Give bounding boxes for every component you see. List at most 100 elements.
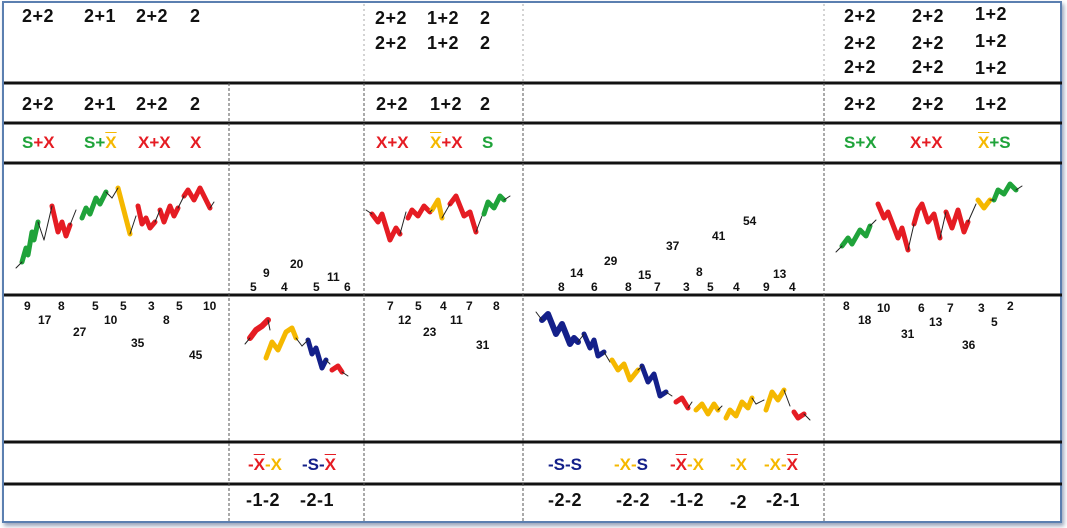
header-value: 1+2: [427, 33, 460, 53]
bottom-value: -1-2: [246, 490, 281, 510]
wave-segment-red: [329, 363, 345, 375]
wave-count: 3: [978, 301, 985, 315]
header-value: 2+2: [22, 6, 55, 26]
wave-segment-red: [405, 203, 433, 221]
connector-line: [154, 209, 161, 223]
connector-line: [503, 195, 511, 201]
connector-line: [15, 261, 23, 269]
connector-line: [209, 201, 215, 209]
wave-count: 37: [666, 239, 680, 253]
label-part: -X: [687, 455, 705, 474]
wave-segment-yellow: [763, 387, 787, 413]
label-part: +X: [441, 133, 463, 152]
row2-value: 1+2: [975, 94, 1008, 114]
wave-segment-red: [181, 185, 213, 211]
wave-count: 8: [558, 280, 565, 294]
connector-line: [1015, 185, 1023, 191]
pattern-label: X+X: [910, 133, 943, 153]
wave-segment-red: [875, 201, 911, 253]
wave-count: 4: [733, 280, 740, 294]
pattern-label: -X-X: [248, 455, 282, 475]
wave-segment-green: [991, 181, 1019, 203]
label-part: X: [675, 455, 688, 474]
wave-segment-yellow: [115, 185, 133, 237]
wave-segment-red: [791, 409, 807, 421]
label-part: -X: [730, 455, 747, 474]
label-part: -: [670, 455, 676, 474]
pattern-label: -X: [730, 455, 747, 475]
label-part: X: [105, 133, 117, 152]
wave-segment-green: [839, 223, 873, 249]
bottom-value: -2-1: [766, 490, 801, 510]
wave-segment-green: [481, 193, 507, 217]
header-value: 2+1: [84, 6, 117, 26]
connector-line: [665, 391, 673, 397]
header-value: 2+2: [375, 33, 408, 53]
wave-count: 45: [189, 348, 203, 362]
pattern-label: X+X: [138, 133, 171, 153]
connector-line: [105, 191, 113, 199]
row2-value: 2+2: [912, 94, 945, 114]
row2-value: 2+2: [844, 94, 877, 114]
label-part: X: [786, 455, 799, 474]
connector-line: [429, 209, 433, 213]
wave-count: 12: [398, 313, 412, 327]
label-part: +X: [33, 133, 55, 152]
connector-line: [637, 365, 643, 371]
label-part: -S-: [302, 455, 325, 474]
label-part: X+X: [910, 133, 943, 152]
header-value: 2+2: [912, 33, 945, 53]
pattern-label: S+X: [844, 133, 877, 153]
row2-value: 2: [190, 94, 201, 114]
bottom-value: -2-2: [616, 490, 651, 510]
wave-segment-yellow: [429, 197, 445, 221]
header-value: 1+2: [975, 31, 1008, 51]
pattern-label: S+X: [84, 133, 117, 153]
wave-segment-red: [49, 203, 73, 239]
wave-count: 10: [877, 301, 891, 315]
connector-line: [69, 209, 77, 226]
pattern-label: X+S: [978, 133, 1011, 153]
pattern-label: X+X: [430, 133, 463, 153]
label-part: X: [430, 133, 442, 152]
header-value: 1+2: [427, 8, 460, 28]
wave-count: 13: [929, 315, 943, 329]
wave-segment-navy: [539, 311, 581, 347]
wave-count: 4: [789, 280, 796, 294]
connector-line: [43, 205, 53, 241]
header-value: 2: [190, 6, 201, 26]
horizontal-rules: [4, 81, 1062, 486]
header-value: 2+2: [912, 6, 945, 26]
wave-count: 9: [763, 280, 770, 294]
connector-line: [535, 311, 543, 321]
pattern-label: -X-S: [614, 455, 648, 475]
wave-segment-red: [247, 317, 271, 341]
connector-line: [907, 223, 915, 251]
wave-count: 18: [858, 313, 872, 327]
connector-line: [177, 195, 185, 209]
connector-line: [399, 211, 407, 235]
wave-segment-yellow: [263, 325, 299, 361]
wave-count: 7: [466, 299, 473, 313]
wave-segment-navy: [581, 331, 607, 359]
connector-line: [129, 215, 137, 235]
header-value: 2+2: [844, 57, 877, 77]
wave-count: 17: [38, 313, 52, 327]
label-part: S+: [84, 133, 106, 152]
wave-segment-green: [79, 189, 109, 221]
row2-value: 2+2: [136, 94, 169, 114]
label-part: -X-: [764, 455, 787, 474]
wave-segment-red: [943, 207, 971, 235]
wave-count: 2: [1007, 299, 1014, 313]
pattern-label: -X-X: [670, 455, 704, 475]
wave-count: 8: [843, 299, 850, 313]
wave-count: 3: [148, 299, 155, 313]
label-part: X: [978, 133, 990, 152]
label-part: -X: [265, 455, 283, 474]
wave-count: 14: [570, 266, 584, 280]
connector-line: [244, 337, 251, 345]
wave-count: 6: [344, 280, 351, 294]
wave-segment-navy: [639, 363, 669, 399]
header-value: 2+2: [136, 6, 169, 26]
connector-line: [687, 401, 693, 409]
